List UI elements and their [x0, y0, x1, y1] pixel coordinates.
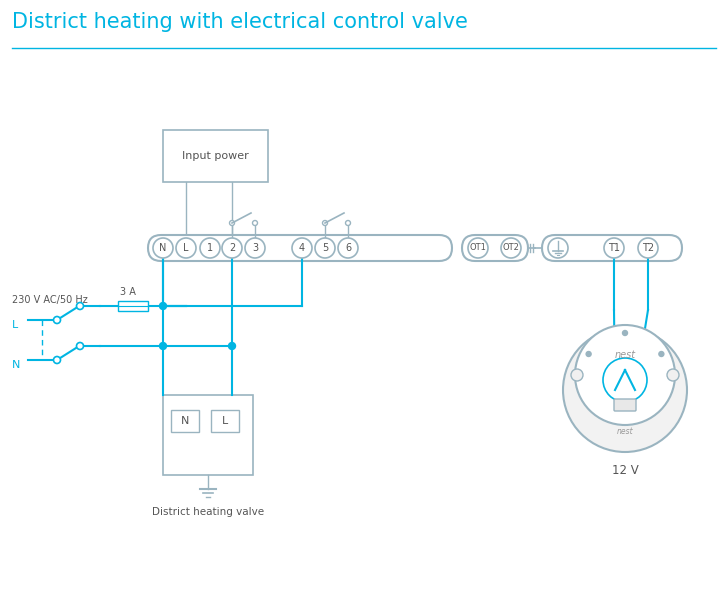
Circle shape [229, 220, 234, 226]
FancyBboxPatch shape [542, 235, 682, 261]
Text: T2: T2 [642, 243, 654, 253]
FancyBboxPatch shape [211, 410, 239, 432]
Text: N: N [12, 360, 20, 370]
Circle shape [53, 356, 60, 364]
Circle shape [501, 238, 521, 258]
Circle shape [575, 325, 675, 425]
Circle shape [159, 302, 167, 309]
Text: L: L [12, 320, 18, 330]
Text: 230 V AC/50 Hz: 230 V AC/50 Hz [12, 295, 88, 305]
Text: Input power: Input power [182, 151, 249, 161]
Circle shape [603, 358, 647, 402]
Circle shape [153, 238, 173, 258]
Circle shape [292, 238, 312, 258]
Text: L: L [222, 416, 228, 426]
Circle shape [323, 220, 328, 226]
Circle shape [222, 238, 242, 258]
FancyBboxPatch shape [171, 410, 199, 432]
Circle shape [200, 238, 220, 258]
Circle shape [468, 238, 488, 258]
Circle shape [622, 330, 628, 336]
FancyBboxPatch shape [614, 399, 636, 411]
Text: 2: 2 [229, 243, 235, 253]
Circle shape [338, 238, 358, 258]
Text: 3: 3 [252, 243, 258, 253]
Circle shape [571, 369, 583, 381]
Circle shape [176, 238, 196, 258]
Circle shape [315, 238, 335, 258]
Text: District heating with electrical control valve: District heating with electrical control… [12, 12, 468, 32]
Text: L: L [183, 243, 189, 253]
Text: 6: 6 [345, 243, 351, 253]
Text: 3 A: 3 A [120, 287, 136, 297]
Text: District heating valve: District heating valve [152, 507, 264, 517]
Text: 12 V: 12 V [612, 464, 638, 477]
Text: N: N [181, 416, 189, 426]
Text: OT2: OT2 [502, 244, 520, 252]
Text: 1: 1 [207, 243, 213, 253]
Text: 4: 4 [299, 243, 305, 253]
FancyBboxPatch shape [163, 395, 253, 475]
Text: 5: 5 [322, 243, 328, 253]
FancyBboxPatch shape [118, 301, 148, 311]
Text: T1: T1 [608, 243, 620, 253]
Circle shape [667, 369, 679, 381]
Circle shape [346, 220, 350, 226]
Circle shape [548, 238, 568, 258]
Circle shape [563, 328, 687, 452]
FancyBboxPatch shape [163, 130, 268, 182]
Text: OT1: OT1 [470, 244, 486, 252]
Circle shape [245, 238, 265, 258]
Circle shape [604, 238, 624, 258]
Circle shape [159, 343, 167, 349]
Circle shape [76, 302, 84, 309]
Circle shape [586, 352, 591, 356]
Text: N: N [159, 243, 167, 253]
Text: nest: nest [614, 350, 636, 360]
Text: nest: nest [617, 428, 633, 437]
Circle shape [253, 220, 258, 226]
Circle shape [229, 343, 235, 349]
Circle shape [76, 343, 84, 349]
Circle shape [638, 238, 658, 258]
Circle shape [53, 317, 60, 324]
FancyBboxPatch shape [462, 235, 528, 261]
Circle shape [659, 352, 664, 356]
FancyBboxPatch shape [148, 235, 452, 261]
